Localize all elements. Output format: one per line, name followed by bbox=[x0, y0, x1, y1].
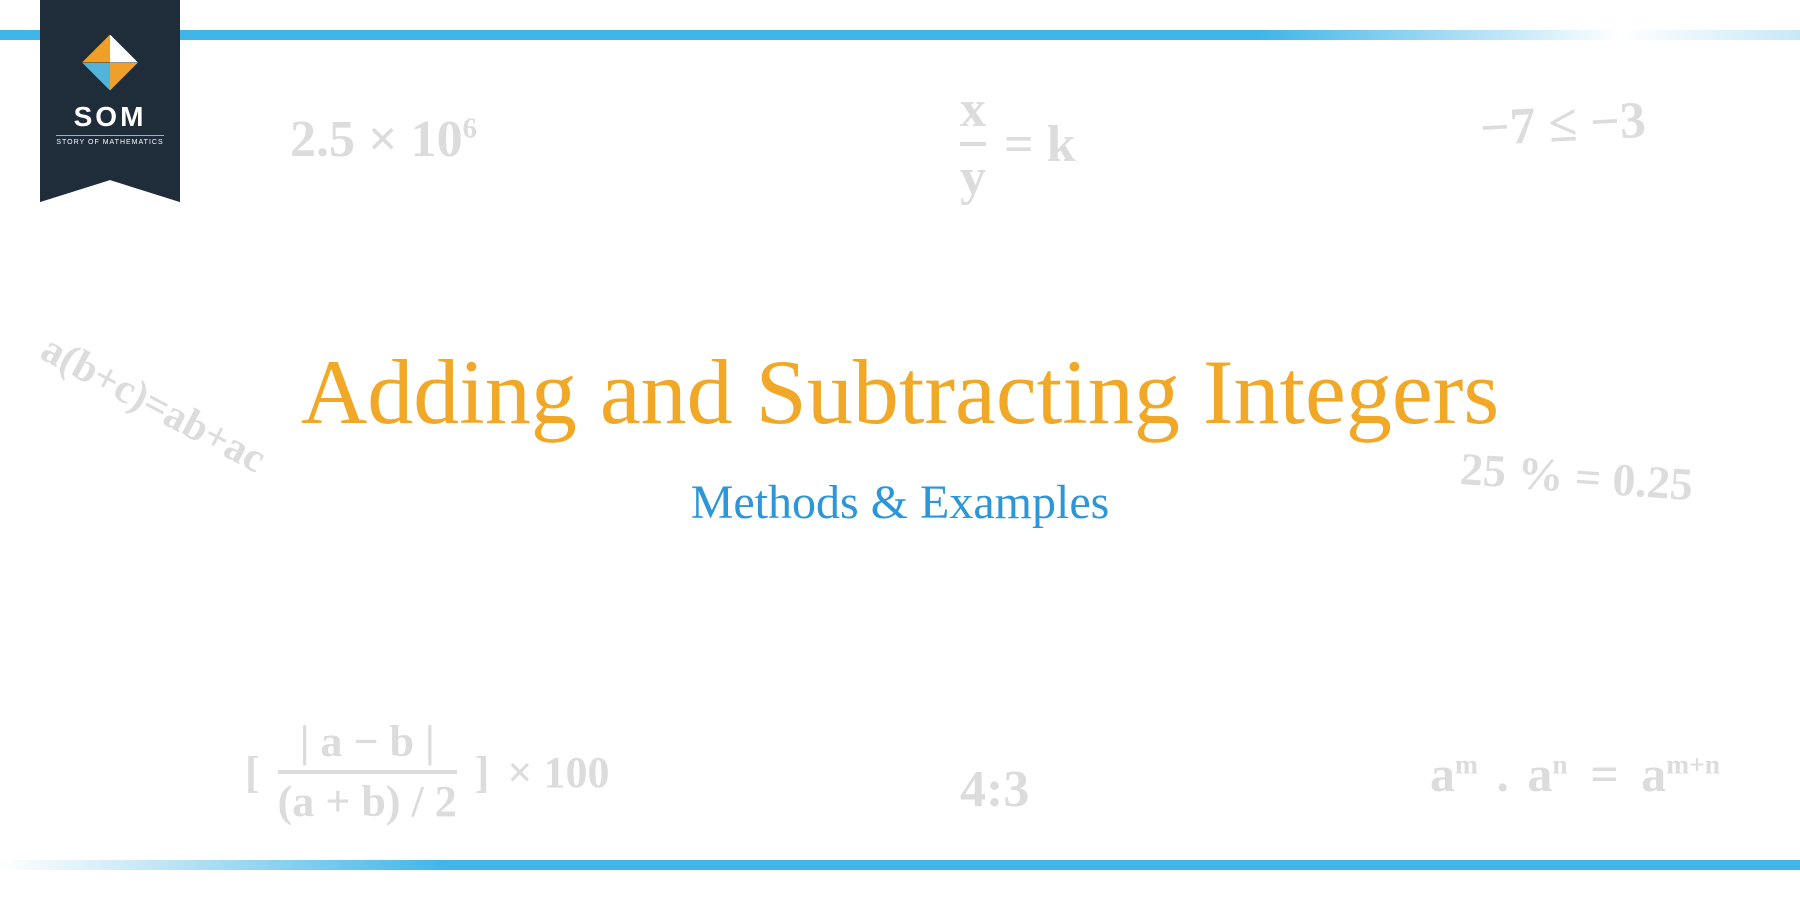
bg-formula-exponent-rule: am . an = am+n bbox=[1430, 745, 1720, 803]
bg-formula-inequality: −7 ≤ −3 bbox=[1479, 91, 1648, 159]
logo-tagline: STORY OF MATHEMATICS bbox=[56, 135, 163, 146]
bg-formula-ratio: 4:3 bbox=[960, 760, 1029, 819]
bottom-accent-bar bbox=[0, 860, 1800, 870]
logo-brand-text: SOM bbox=[74, 101, 147, 133]
bg-formula-fraction-k: x y = k bbox=[960, 80, 1076, 204]
page-subtitle: Methods & Examples bbox=[0, 475, 1800, 530]
bg-formula-abs-fraction: [ | a − b | (a + b) / 2 ] × 100 bbox=[245, 720, 609, 824]
title-block: Adding and Subtracting Integers Methods … bbox=[0, 339, 1800, 530]
top-accent-bar bbox=[0, 30, 1800, 40]
logo-badge: SOM STORY OF MATHEMATICS bbox=[40, 0, 180, 180]
bg-formula-sci-notation: 2.5 × 106 bbox=[290, 110, 477, 169]
page-title: Adding and Subtracting Integers bbox=[0, 339, 1800, 445]
logo-mark-icon bbox=[82, 35, 138, 91]
